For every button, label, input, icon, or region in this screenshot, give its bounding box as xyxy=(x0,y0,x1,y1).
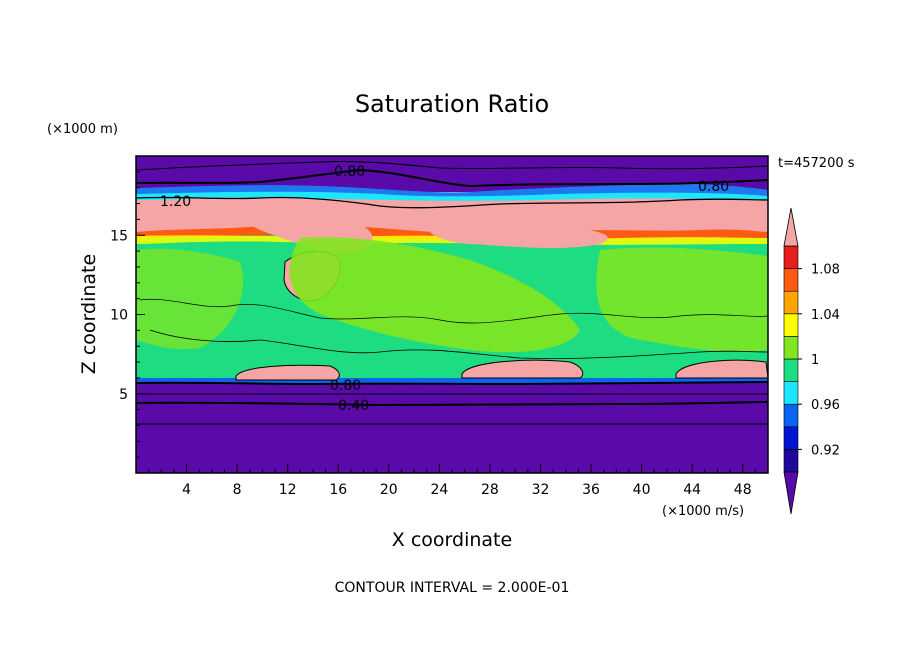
pink-cap-1 xyxy=(235,364,340,381)
colorbar-bottom-arrow xyxy=(783,471,799,515)
y-tick-label: 10 xyxy=(110,308,128,324)
x-tick-label: 36 xyxy=(582,482,600,498)
lime-region-center xyxy=(289,237,580,353)
contour-080-top xyxy=(136,168,768,188)
colorbar-band xyxy=(783,313,799,337)
layer-lower-dry xyxy=(136,381,768,473)
x-tick-label: 24 xyxy=(430,482,448,498)
contour-080-base xyxy=(136,381,768,386)
colorbar-band xyxy=(783,426,799,450)
x-tick-label: 44 xyxy=(683,482,701,498)
y-axis: 5 10 15 xyxy=(110,171,145,458)
contour-label-080-top: 0.80 xyxy=(334,164,365,180)
colorbar: 0.92 0.96 1 1.04 1.08 xyxy=(783,207,840,515)
colorbar-band xyxy=(783,449,799,473)
pink-cap-2 xyxy=(461,359,584,379)
time-label: t=457200 s xyxy=(778,156,855,171)
contour-green-internal-2 xyxy=(139,298,768,324)
x-axis-label: X coordinate xyxy=(392,529,512,551)
x-tick-label: 8 xyxy=(233,482,242,498)
x-tick-label: 16 xyxy=(329,482,347,498)
x-tick-label: 20 xyxy=(380,482,398,498)
upper-edge-cyan xyxy=(136,191,768,201)
x-axis: 4 8 12 16 20 24 28 32 36 40 44 48 xyxy=(148,464,756,498)
lime-region-right xyxy=(596,247,768,352)
y-axis-label: Z coordinate xyxy=(78,254,100,374)
contour-label-040: 0.40 xyxy=(338,398,369,414)
contour-labels: 0.80 0.80 1.20 0.80 0.40 xyxy=(160,164,729,414)
colorbar-band xyxy=(783,268,799,292)
pink-cap-3 xyxy=(675,359,768,379)
contour-green-internal-1 xyxy=(149,329,768,359)
x-tick-label: 4 xyxy=(182,482,191,498)
colorbar-tick-label: 1.04 xyxy=(811,308,840,323)
colorbar-tick-label: 0.92 xyxy=(811,443,840,458)
lime-region-left xyxy=(136,248,244,350)
contour-top-thin xyxy=(136,160,768,171)
colorbar-band xyxy=(783,358,799,382)
y-units-label: (×1000 m) xyxy=(47,122,118,137)
colorbar-band xyxy=(783,336,799,360)
contour-label-080-base: 0.80 xyxy=(330,378,361,394)
x-tick-label: 28 xyxy=(481,482,499,498)
x-units-label: (×1000 m/s) xyxy=(662,504,744,519)
y-tick-label: 5 xyxy=(119,387,128,403)
contour-040 xyxy=(136,401,768,407)
colorbar-tick-label: 0.96 xyxy=(811,398,840,413)
contour-interval-footer: CONTOUR INTERVAL = 2.000E-01 xyxy=(335,580,570,596)
colorbar-band xyxy=(783,245,799,269)
colorbar-top-arrow xyxy=(783,207,799,247)
contour-label-120: 1.20 xyxy=(160,194,191,210)
contour-label-080-right: 0.80 xyxy=(698,179,729,195)
x-tick-label: 40 xyxy=(633,482,651,498)
colorbar-tick-label: 1 xyxy=(811,353,819,368)
chart-title: Saturation Ratio xyxy=(355,90,549,118)
colorbar-band xyxy=(783,381,799,405)
x-tick-label: 48 xyxy=(734,482,752,498)
plot-area xyxy=(136,156,768,473)
layer-cloud-base-blue xyxy=(136,376,768,383)
colorbar-band xyxy=(783,403,799,428)
pink-patch-right xyxy=(427,218,608,249)
x-tick-label: 32 xyxy=(532,482,550,498)
x-tick-label: 12 xyxy=(279,482,297,498)
colorbar-tick-label: 1.08 xyxy=(811,263,840,278)
y-tick-label: 15 xyxy=(110,228,128,244)
contour-120-band xyxy=(136,196,768,209)
colorbar-band xyxy=(783,290,799,315)
